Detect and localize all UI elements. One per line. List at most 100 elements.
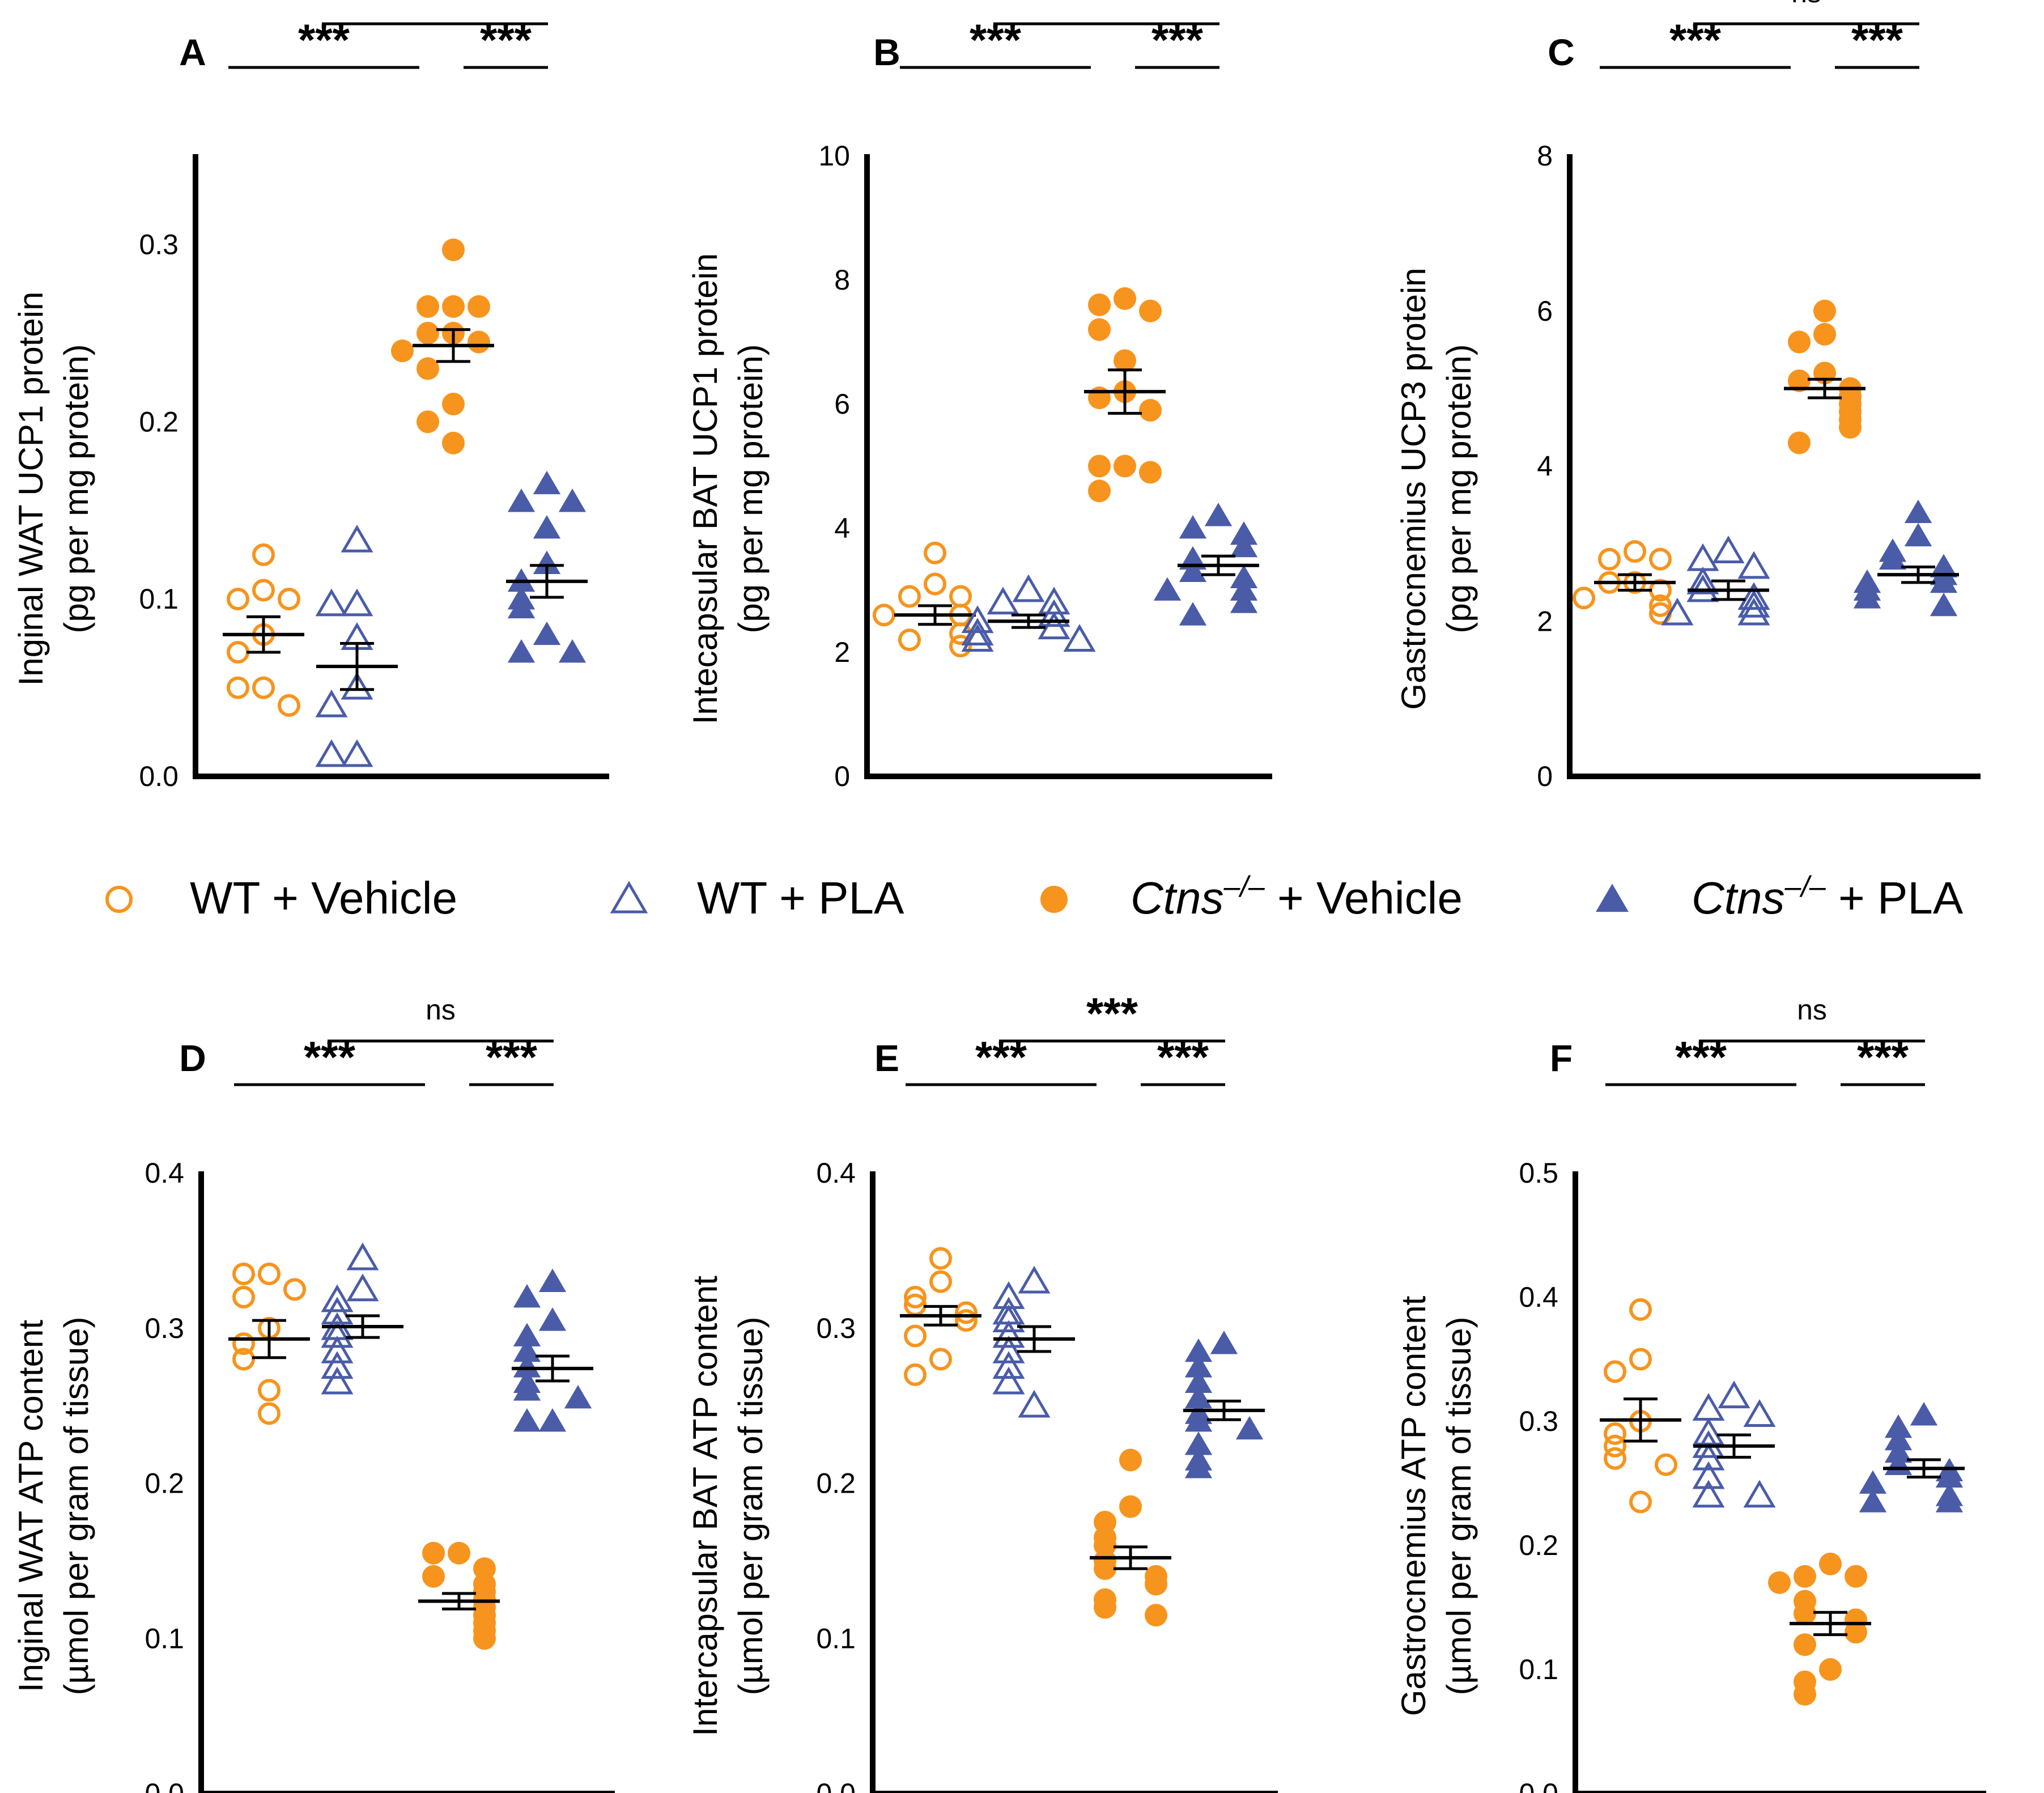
significance-stars: *** — [298, 15, 350, 65]
data-point — [1145, 1573, 1167, 1596]
data-point — [507, 488, 536, 512]
data-point — [1139, 398, 1162, 422]
data-point — [1145, 1604, 1167, 1627]
data-point — [341, 672, 373, 700]
data-point — [1794, 1682, 1816, 1706]
group-3 — [1853, 499, 1959, 617]
y-tick-label: 2 — [1537, 605, 1553, 637]
data-point — [1649, 594, 1672, 617]
data-point — [1649, 547, 1672, 571]
data-point — [1629, 1348, 1652, 1371]
data-point — [227, 676, 249, 699]
data-point — [1718, 1380, 1750, 1409]
data-point — [1114, 454, 1136, 478]
data-point — [898, 628, 921, 652]
data-point — [898, 585, 921, 608]
data-point — [533, 621, 561, 645]
data-point — [1819, 1552, 1842, 1575]
data-point — [1743, 1480, 1776, 1508]
y-axis-label-line: (µmol per gram of tissue) — [57, 1316, 95, 1695]
data-point — [1184, 1431, 1213, 1455]
data-point — [1119, 1448, 1142, 1472]
data-point — [346, 1242, 379, 1271]
data-point — [1839, 416, 1862, 439]
legend-item: Ctns–/– + PLA — [1596, 870, 1964, 923]
data-point — [1230, 533, 1258, 558]
data-point — [448, 1541, 470, 1565]
data-point — [321, 1335, 354, 1363]
y-tick-label: 0.0 — [145, 1778, 184, 1793]
significance-stars: *** — [1851, 15, 1903, 65]
group-2 — [1784, 299, 1865, 454]
legend-marker — [1596, 883, 1629, 912]
legend-italic: Ctns — [1692, 873, 1785, 923]
group-2 — [1768, 1552, 1871, 1706]
data-point — [904, 1363, 927, 1386]
data-point — [1184, 1338, 1213, 1362]
data-point — [513, 1408, 541, 1432]
data-point — [1692, 1442, 1725, 1471]
data-point — [1094, 1596, 1116, 1619]
data-point — [442, 295, 465, 318]
panel-B: B 0 2 4 6 8 10 Intecapsular BAT UCP1 protein (pg… — [686, 0, 1272, 792]
y-tick-label: 0.1 — [139, 583, 179, 615]
data-point — [232, 1262, 255, 1285]
data-point — [1904, 499, 1932, 524]
data-point — [904, 1324, 927, 1348]
significance-stars: *** — [480, 15, 532, 65]
y-axis-label: Gastrocnemius ATP content (µmol per gram … — [1395, 1295, 1478, 1716]
data-point — [1184, 1408, 1213, 1432]
data-point — [1604, 1360, 1626, 1383]
data-point — [513, 1354, 541, 1378]
group-0 — [1573, 540, 1676, 625]
data-point — [929, 1247, 952, 1270]
y-axis-label-line: Gastrocnemius UCP3 protein — [1395, 267, 1433, 709]
data-point — [1038, 599, 1070, 627]
data-point — [283, 1278, 306, 1301]
legend-item: WT + Vehicle — [105, 873, 457, 923]
data-point — [1139, 299, 1162, 322]
y-tick-label: 0.2 — [816, 1468, 856, 1499]
data-point — [442, 393, 465, 415]
data-point — [1012, 574, 1045, 602]
data-point — [1094, 1534, 1116, 1557]
significance-stars: ** — [418, 0, 452, 21]
data-point — [315, 739, 348, 767]
data-point — [1845, 1565, 1867, 1588]
significance-ns: ns — [1791, 0, 1821, 9]
data-point — [278, 588, 300, 611]
data-point — [1884, 1439, 1913, 1463]
panel-letter: C — [1548, 31, 1575, 73]
data-point — [955, 1301, 978, 1324]
data-point — [1794, 1633, 1816, 1656]
data-point — [258, 1402, 281, 1425]
data-point — [341, 524, 373, 553]
panel-D: D 0.0 0.1 0.2 0.3 0.4 Inginal WAT ATP content(… — [12, 994, 615, 1793]
y-tick-label: 0.3 — [139, 228, 179, 260]
data-point — [992, 1305, 1025, 1332]
data-point — [961, 618, 994, 646]
data-point — [1018, 1390, 1051, 1418]
legend-label-rest: + PLA — [1826, 873, 1964, 923]
data-point — [341, 739, 373, 767]
data-point — [1624, 540, 1646, 563]
group-2 — [1084, 287, 1166, 503]
y-tick-label: 0.2 — [1519, 1529, 1558, 1561]
data-point — [417, 321, 439, 345]
y-tick-label: 0.2 — [139, 406, 179, 437]
data-point — [507, 639, 536, 663]
group-2 — [391, 238, 494, 454]
group-1 — [961, 574, 1096, 652]
y-tick-label: 0.5 — [1519, 1157, 1558, 1189]
group-3 — [1153, 503, 1259, 626]
y-axis-label-line: (µmol per gram of tissue) — [732, 1316, 770, 1695]
y-tick-label: 0.3 — [1519, 1405, 1558, 1437]
data-point — [513, 1377, 541, 1401]
data-point — [442, 431, 465, 454]
data-point — [1139, 461, 1162, 484]
significance-stars: *** — [1675, 1032, 1727, 1082]
data-point — [252, 543, 275, 566]
y-axis-label-line: Intercapsular BAT ATP content — [686, 1276, 724, 1736]
data-point — [422, 1541, 445, 1565]
y-tick-label: 0.2 — [145, 1468, 184, 1499]
